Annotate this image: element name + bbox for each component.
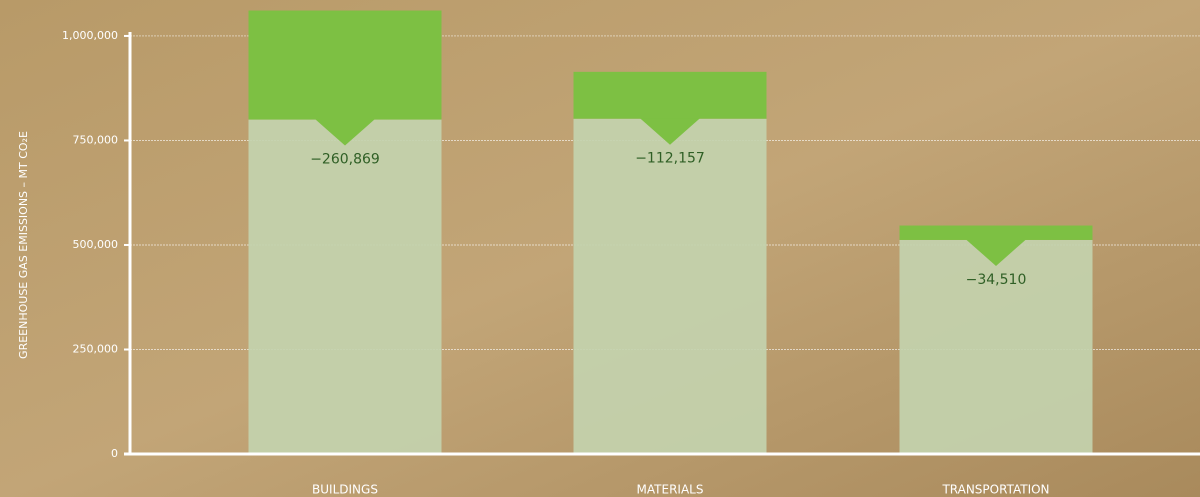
x-tick-label: TRANSPORTATION xyxy=(941,483,1049,497)
y-tick-label: 1,000,000 xyxy=(62,29,118,42)
x-tick-label: BUILDINGS xyxy=(312,483,378,497)
bar-segment xyxy=(899,225,1093,240)
bar-segment xyxy=(899,239,1093,454)
value-label: −34,510 xyxy=(966,272,1027,288)
reduction-notch xyxy=(640,118,700,145)
value-label: −112,157 xyxy=(635,151,705,167)
bar-segment xyxy=(248,119,442,454)
y-axis-label: GREENHOUSE GAS EMISSIONS – MT CO₂E xyxy=(17,131,30,359)
bar-segment xyxy=(573,118,767,455)
bar-segment xyxy=(248,10,442,120)
reduction-notch xyxy=(966,239,1026,266)
bar-segment xyxy=(573,71,767,119)
y-tick-label: 750,000 xyxy=(73,133,119,146)
reduction-notch xyxy=(315,119,375,146)
y-tick-label: 500,000 xyxy=(73,238,119,251)
y-tick-label: 0 xyxy=(111,447,118,460)
value-label: −260,869 xyxy=(310,152,380,168)
x-tick-label: MATERIALS xyxy=(637,483,704,497)
y-tick-label: 250,000 xyxy=(73,342,119,355)
